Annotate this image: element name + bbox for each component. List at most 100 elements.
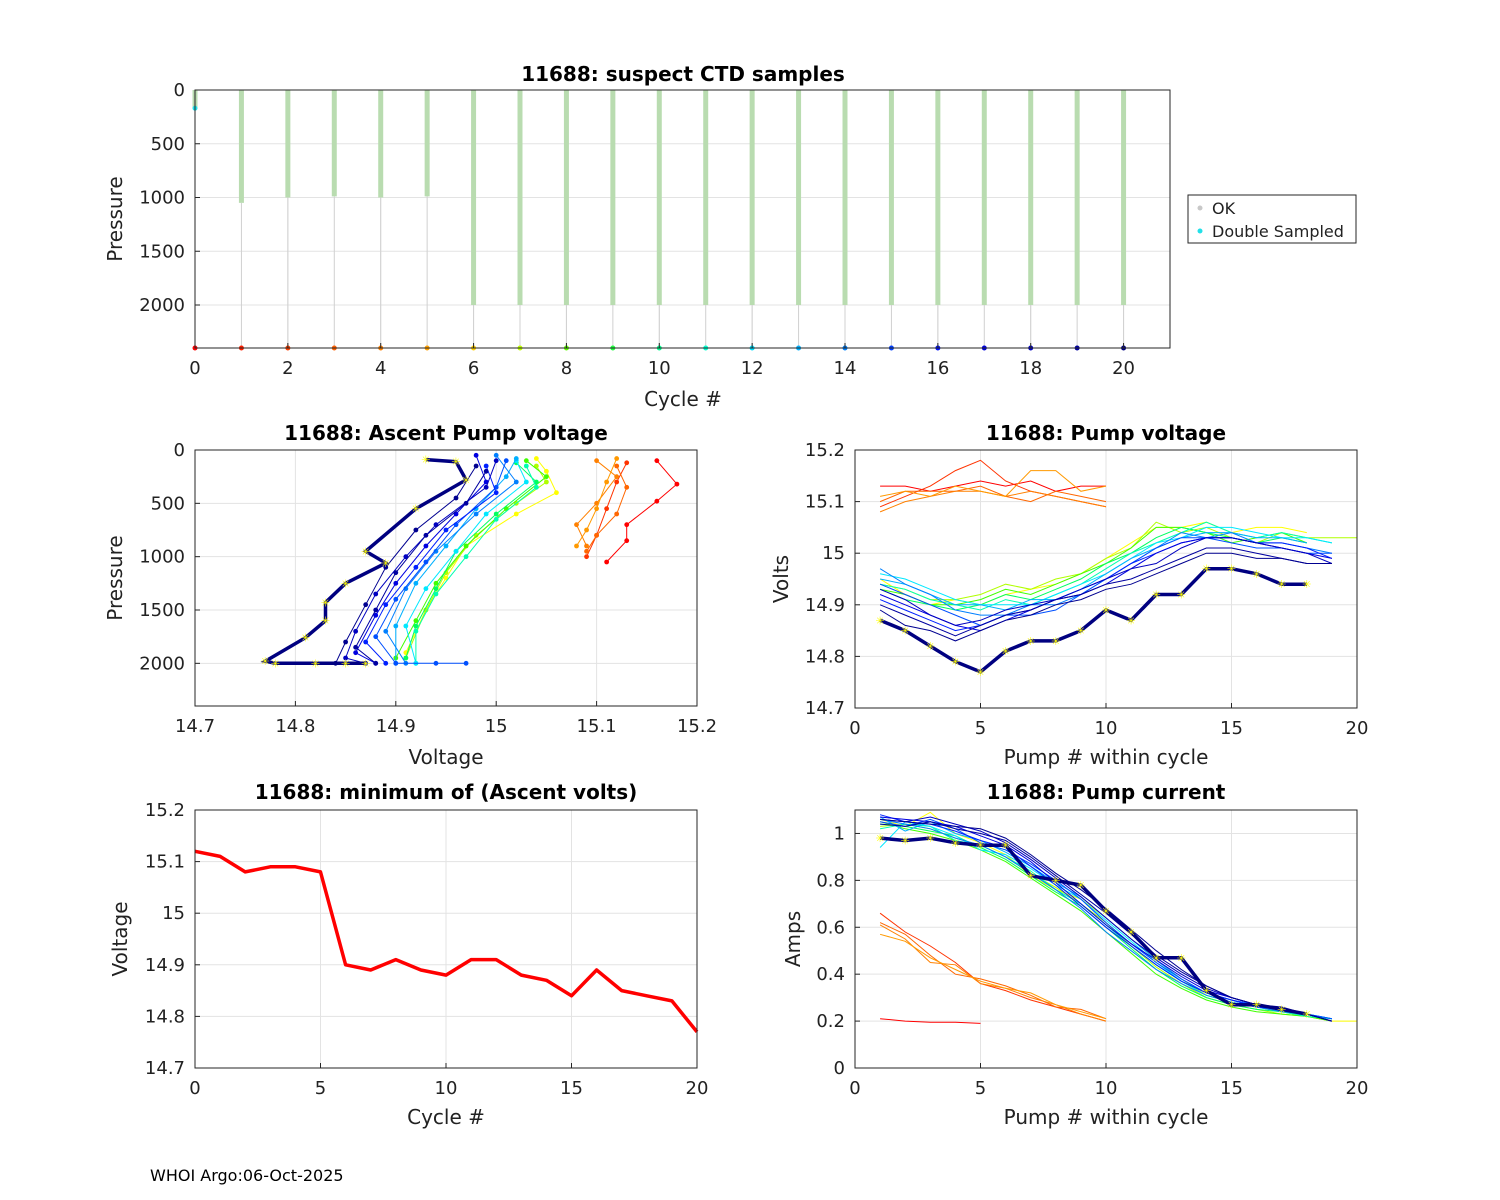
pumpv-line-cycle20 <box>879 566 1307 674</box>
ascent-point-cycle16 <box>423 543 429 549</box>
ascent-xtick-label: 15 <box>485 716 508 737</box>
ascent-point-cycle1 <box>654 458 660 464</box>
ascent-point-cycle3 <box>624 484 630 490</box>
legend-double-sampled-label: Double Sampled <box>1212 222 1344 241</box>
pumpv-star-marker: ✳ <box>901 625 910 638</box>
pumpv-panel: ✳ ✳ ✳ ✳ ✳ ✳ ✳ ✳ ✳ ✳ ✳ ✳ ✳ ✳ ✳ ✳ ✳ ✳ 0 5 10 15 20 14.7 14.8 14.9 1… <box>769 421 1368 769</box>
ascent-point-cycle17 <box>373 591 379 597</box>
ascent-point-cycle1 <box>604 559 610 565</box>
ascent-point-cycle12 <box>513 456 519 461</box>
pumpv-line-cycle19 <box>879 552 1332 642</box>
minv-xtick-label: 0 <box>189 1078 200 1099</box>
ascent-xtick-label: 14.7 <box>175 716 215 737</box>
ascent-xtick-label: 14.9 <box>376 716 416 737</box>
ascent-star-marker: ✳ <box>461 474 470 487</box>
ascent-point-cycle18 <box>353 644 359 650</box>
minv-ytick-label: 15.2 <box>145 800 185 821</box>
pumpc-star-marker: ✳ <box>1277 1003 1286 1016</box>
ascent-point-cycle3 <box>614 463 620 469</box>
minv-ticks: 0 5 10 15 20 14.7 14.8 14.9 15 15.1 15.2 <box>145 800 709 1099</box>
pumpc-star-marker: ✳ <box>1126 926 1135 939</box>
minv-xtick-label: 15 <box>560 1078 583 1099</box>
ascent-point-cycle14 <box>433 660 439 666</box>
ascent-point-cycle9 <box>493 511 499 517</box>
ascent-point-cycle1 <box>624 538 630 544</box>
ascent-xlabel: Voltage <box>408 745 483 769</box>
ascent-point-cycle16 <box>353 650 359 656</box>
ascent-xtick-label: 15.2 <box>677 716 717 737</box>
ascent-point-cycle11 <box>403 623 409 629</box>
ascent-point-cycle5 <box>614 456 620 461</box>
ascent-point-cycle18 <box>373 607 379 613</box>
pumpv-line-cycle18 <box>879 547 1332 637</box>
ascent-point-cycle17 <box>403 554 409 560</box>
ascent-point-cycle8 <box>413 618 419 624</box>
pumpv-xtick-label: 5 <box>975 718 986 739</box>
ascent-point-cycle14 <box>503 458 509 464</box>
ctd-xlabel: Cycle # <box>644 387 722 411</box>
pumpv-line-cycle3 <box>879 485 1107 503</box>
pumpv-star-marker: ✳ <box>1152 588 1161 601</box>
minv-panel: 0 5 10 15 20 14.7 14.8 14.9 15 15.1 15.2 11688: mi… <box>108 780 708 1129</box>
ascent-point-cycle4 <box>614 474 620 480</box>
pumpv-ytick-label: 14.7 <box>805 698 845 719</box>
pumpc-star-marker: ✳ <box>1227 999 1236 1012</box>
ascent-point-cycle14 <box>393 596 399 602</box>
ascent-point-cycle5 <box>584 527 589 533</box>
pumpc-xtick-label: 15 <box>1220 1078 1243 1099</box>
ascent-point-cycle13 <box>403 586 409 592</box>
ctd-xtick-label: 18 <box>1019 358 1042 379</box>
ctd-xtick-label: 8 <box>561 358 572 379</box>
ascent-point-cycle17 <box>353 628 359 634</box>
ascent-point-cycle15 <box>493 490 499 496</box>
ascent-ytick-label: 0 <box>174 440 185 461</box>
ctd-axes-frame <box>194 89 1171 349</box>
ctd-xtick-label: 2 <box>282 358 293 379</box>
pumpc-ytick-label: 0.4 <box>816 964 845 985</box>
legend-double-sampled-marker <box>1197 228 1203 234</box>
ctd-xtick-label: 4 <box>375 358 386 379</box>
pumpc-star-marker: ✳ <box>901 834 910 847</box>
ascent-point-cycle16 <box>393 580 399 586</box>
pumpv-star-marker: ✳ <box>1227 563 1236 576</box>
pumpv-ticks: 0 5 10 15 20 14.7 14.8 14.9 15 15.1 15.2 <box>805 440 1369 739</box>
ascent-star-marker: ✳ <box>361 657 370 670</box>
ascent-point-cycle19 <box>473 463 479 469</box>
ctd-xtick-label: 14 <box>834 358 857 379</box>
ascent-point-cycle7 <box>544 479 549 485</box>
ascent-point-cycle13 <box>433 548 439 554</box>
ascent-point-cycle15 <box>443 527 449 533</box>
ctd-legend: OK Double Sampled <box>1187 194 1357 244</box>
ascent-point-cycle12 <box>413 580 419 586</box>
ascent-point-cycle11 <box>453 548 459 554</box>
ascent-point-cycle6 <box>533 456 539 461</box>
ascent-point-cycle15 <box>363 639 369 645</box>
ascent-star-marker: ✳ <box>321 597 330 610</box>
ctd-ticks: 0 2 4 6 8 10 12 14 16 18 20 0 500 1000 1500 2000 <box>139 80 1135 379</box>
pumpv-line-cycle17 <box>879 537 1333 626</box>
ascent-point-cycle8 <box>463 543 469 549</box>
ascent-ytick-label: 500 <box>151 493 185 514</box>
minv-line <box>194 849 699 1034</box>
pumpc-ytick-label: 1 <box>834 823 845 844</box>
ascent-star-marker: ✳ <box>381 557 390 570</box>
ascent-star-marker: ✳ <box>311 657 320 670</box>
pumpv-line-cycle12 <box>879 532 1307 611</box>
ctd-marks <box>192 90 1127 351</box>
ascent-point-cycle14 <box>463 660 469 666</box>
pumpc-line-cycle5 <box>879 933 1107 1020</box>
pumpc-ytick-label: 0.6 <box>816 917 845 938</box>
ctd-xtick-label: 16 <box>926 358 949 379</box>
pumpv-marks: ✳ ✳ ✳ ✳ ✳ ✳ ✳ ✳ ✳ ✳ ✳ ✳ ✳ ✳ ✳ ✳ ✳ ✳ <box>875 459 1357 679</box>
ascent-point-cycle19 <box>383 564 389 570</box>
ctd-title: 11688: suspect CTD samples <box>521 62 845 86</box>
minv-ytick-label: 15.1 <box>145 852 185 873</box>
pumpc-line-cycle2 <box>879 912 1107 1022</box>
ascent-ytick-label: 1000 <box>139 547 185 568</box>
ctd-legend-box <box>1187 194 1357 244</box>
ascent-point-cycle3 <box>584 548 589 554</box>
ascent-point-cycle15 <box>413 564 419 570</box>
ctd-axes-box <box>195 90 1170 348</box>
ascent-star-marker: ✳ <box>421 454 430 467</box>
pumpc-ylabel: Amps <box>781 911 805 967</box>
